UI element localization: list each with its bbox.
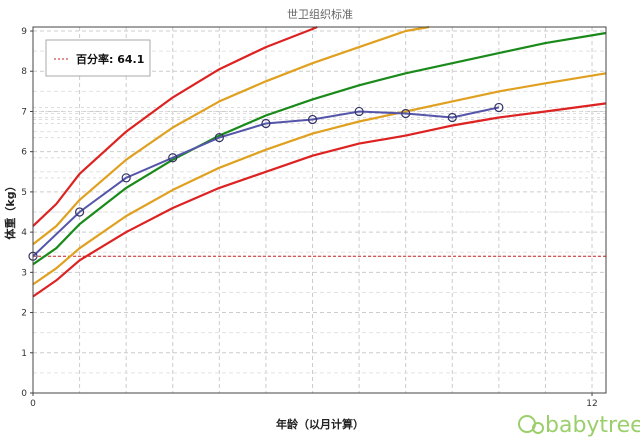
y-tick-label: 2 — [21, 309, 27, 319]
percentile-curve-4 — [32, 25, 430, 246]
percentile-curve-2 — [32, 72, 607, 286]
percentile-curve-5 — [32, 25, 318, 227]
data-point — [74, 207, 85, 217]
y-tick-label: 8 — [21, 67, 27, 77]
data-point — [401, 108, 411, 119]
legend: 百分率: 64.1 — [45, 39, 151, 77]
y-axis-ticks: 0 1 2 3 4 5 6 7 8 9 — [21, 27, 33, 399]
grid — [33, 27, 606, 393]
y-tick-label: 7 — [21, 107, 27, 117]
series-line — [32, 106, 500, 258]
percentile-curves — [32, 25, 607, 298]
data-point — [214, 133, 224, 143]
x-tick-label: 0 — [30, 399, 36, 409]
logo-leaf-icon-inner — [532, 422, 544, 434]
logo-text: babytree — [545, 413, 640, 438]
legend-label: 百分率: 64.1 — [76, 52, 144, 66]
babytree-logo: babytree — [518, 413, 640, 438]
data-point — [354, 106, 364, 117]
x-axis-label: 年龄（以月计算） — [276, 417, 364, 431]
plot-frame — [32, 26, 607, 394]
legend-box — [45, 39, 151, 77]
data-point — [447, 112, 457, 123]
y-tick-label: 5 — [21, 188, 27, 198]
chart-title: 世卫组织标准 — [287, 7, 353, 21]
y-axis-label: 体重（kg） — [3, 180, 17, 239]
percentile-curve-3 — [32, 31, 607, 266]
data-point — [261, 118, 271, 129]
x-axis-ticks: 0 12 — [30, 393, 598, 409]
data-point — [121, 173, 131, 183]
data-point — [307, 114, 318, 125]
data-point — [494, 102, 504, 113]
y-tick-label: 6 — [21, 148, 27, 158]
y-tick-label: 4 — [21, 228, 27, 238]
x-tick-label: 12 — [586, 399, 597, 409]
percentile-curve-1 — [32, 102, 607, 298]
y-tick-label: 3 — [21, 268, 27, 278]
y-tick-label: 0 — [21, 389, 27, 399]
y-tick-label: 1 — [21, 349, 27, 359]
data-point — [168, 153, 178, 163]
y-tick-label: 9 — [21, 27, 27, 37]
